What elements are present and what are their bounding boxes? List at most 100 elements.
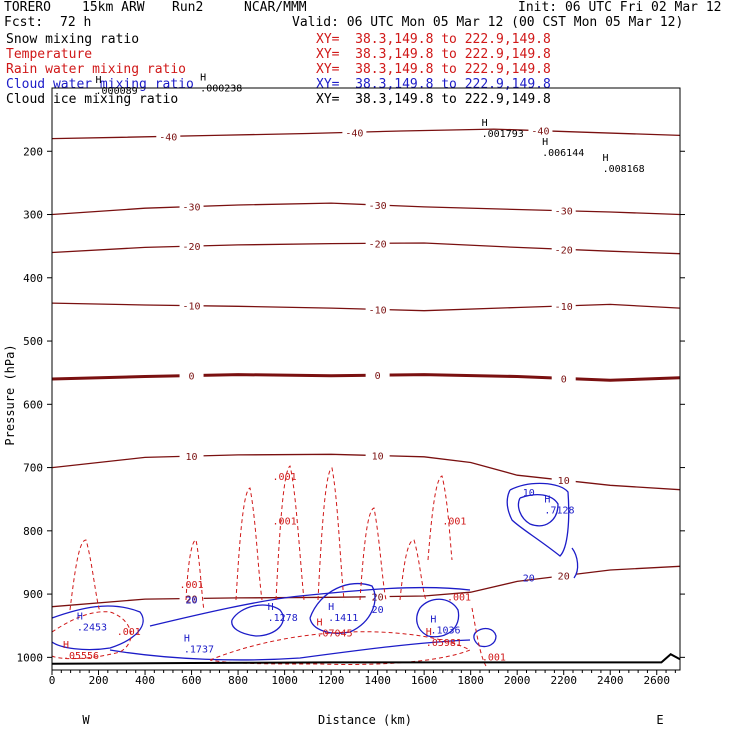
x-tick-label: 200: [89, 674, 109, 687]
isotherm-label-bg: [365, 199, 390, 211]
cloud-water-contour-label: 10: [523, 488, 535, 499]
rain-water-max-value: .05981: [426, 638, 462, 649]
cloud-water-layer: [51, 482, 579, 661]
x-axis-title: Distance (km): [318, 713, 412, 727]
x-tick-label: 400: [135, 674, 155, 687]
isotherm-label-bg: [365, 449, 390, 461]
legend-rain-label: Rain water mixing ratio: [6, 62, 187, 77]
isotherm-label-bg: [551, 299, 576, 311]
legend-snow-xy: XY= 38.3,149.8 to 222.9,149.8: [316, 32, 551, 47]
rain-water-contour: [209, 631, 472, 665]
isotherm-20: [51, 565, 681, 608]
isotherm-layer: -40 -40 -40 -30 -30 -30 -20 -20 -20 -10 -10 -10 0 0 0 1…: [51, 124, 681, 608]
isotherm-10: [51, 453, 681, 491]
rain-water-max-marker: H: [426, 627, 432, 638]
org-label: NCAR/MMM: [244, 0, 307, 15]
cloud-water-contour-label: .001: [447, 592, 471, 603]
snow-max-marker: H: [200, 72, 206, 83]
rain-water-contour: [427, 475, 453, 561]
isotherm-label-bg: [179, 450, 204, 462]
isotherm-label: 10: [372, 452, 384, 463]
isotherm-label: -20: [183, 242, 201, 253]
rain-water-contour: [359, 507, 387, 601]
rain-contour-label: .001: [117, 627, 141, 638]
cloud-water-blob: [149, 586, 471, 627]
cloud-water-max-value: .7128: [544, 505, 574, 516]
legend-temperature-label: Temperature: [6, 47, 93, 62]
isotherm-label: 0: [189, 372, 195, 383]
cloud-water-max-value: .1036: [430, 626, 460, 637]
rain-water-contour: [317, 467, 345, 601]
x-tick-label: 1600: [411, 674, 438, 687]
isotherm-label-bg: [179, 592, 204, 604]
rain-water-contour: [275, 465, 305, 601]
x-tick-label: 2200: [550, 674, 577, 687]
cloud-water-max-marker: H: [430, 615, 436, 626]
y-tick-label: 200: [23, 145, 43, 158]
isotherm-label-bg: [179, 369, 204, 381]
isotherm-label-bg: [365, 237, 390, 249]
y-tick-label: 800: [23, 525, 43, 538]
west-endpoint: W: [82, 713, 90, 727]
isotherm-label-bg: [551, 474, 576, 486]
rain-water-contour: [185, 539, 205, 611]
snow-max-value: .000238: [200, 83, 242, 94]
legend-rain-xy: XY= 38.3,149.8 to 222.9,149.8: [316, 62, 551, 77]
cloud-water-blob: [416, 598, 460, 638]
isotherm-label: -10: [555, 302, 573, 313]
isotherm-label-bg: [179, 299, 204, 311]
isotherm-label-bg: [551, 569, 576, 581]
cloud-water-max-marker: H: [544, 494, 550, 505]
legend-cloud-ice-label: Cloud ice mixing ratio: [6, 92, 179, 107]
x-tick-label: 2600: [643, 674, 670, 687]
cloud-water-max-value: .2453: [77, 622, 107, 633]
isotherm-label: 10: [558, 476, 570, 487]
isotherm-label-bg: [551, 204, 576, 216]
y-tick-label: 400: [23, 272, 43, 285]
isotherm-label: -30: [183, 203, 201, 214]
y-tick-label: 700: [23, 462, 43, 475]
east-endpoint: E: [656, 713, 663, 727]
cloud-water-contour-label: 20: [523, 573, 535, 584]
x-tick-label: 2000: [504, 674, 531, 687]
legend-cloud-ice-xy: XY= 38.3,149.8 to 222.9,149.8: [316, 92, 551, 107]
y-tick-label: 900: [23, 588, 43, 601]
isotherm-label-bg: [179, 240, 204, 252]
x-tick-label: 800: [228, 674, 248, 687]
cloud-water-max-value: .1411: [328, 613, 358, 624]
y-tick-label: 1000: [17, 651, 44, 664]
cloud-water-blob: [473, 627, 497, 648]
isotherm-label: -40: [531, 127, 549, 138]
rain-water-max-value: .05556: [63, 651, 99, 662]
x-tick-label: 1000: [271, 674, 298, 687]
snow-max-value: .001793: [482, 129, 524, 140]
rain-water-max-marker: H: [316, 618, 322, 629]
valid-time: Valid: 06 UTC Mon 05 Mar 12 (00 CST Mon …: [292, 15, 684, 30]
x-tick-label: 2400: [597, 674, 624, 687]
isotherm-label: -20: [555, 245, 573, 256]
forecast-value: 72 h: [60, 15, 92, 30]
cloud-water-max-value: .1278: [268, 613, 298, 624]
isotherm-label-bg: [156, 130, 181, 142]
isotherm-label: 20: [558, 572, 570, 583]
isotherm-label: -10: [183, 302, 201, 313]
isotherm-label: -40: [159, 132, 177, 143]
rain-contour-label: .001: [442, 517, 466, 528]
cloud-water-blob: [309, 582, 376, 634]
isotherm-label: -30: [555, 207, 573, 218]
isotherm-label: -40: [345, 128, 363, 139]
isotherm-label-bg: [365, 369, 390, 381]
run-label: Run2: [172, 0, 204, 15]
y-axis-title: Pressure (hPa): [3, 344, 17, 445]
cloud-water-contour-label: 20: [186, 596, 198, 607]
isotherm-label: 0: [561, 374, 567, 385]
x-tick-label: 1400: [364, 674, 391, 687]
cloud-water-blob: [51, 605, 144, 651]
cloud-water-max-marker: H: [328, 602, 334, 613]
snow-max-value: .008168: [603, 164, 645, 175]
snow-max-value: .006144: [542, 148, 584, 159]
cloud-water-max-marker: H: [268, 602, 274, 613]
cloud-water-blob: [109, 639, 471, 661]
isotherm-label: 20: [186, 595, 198, 606]
